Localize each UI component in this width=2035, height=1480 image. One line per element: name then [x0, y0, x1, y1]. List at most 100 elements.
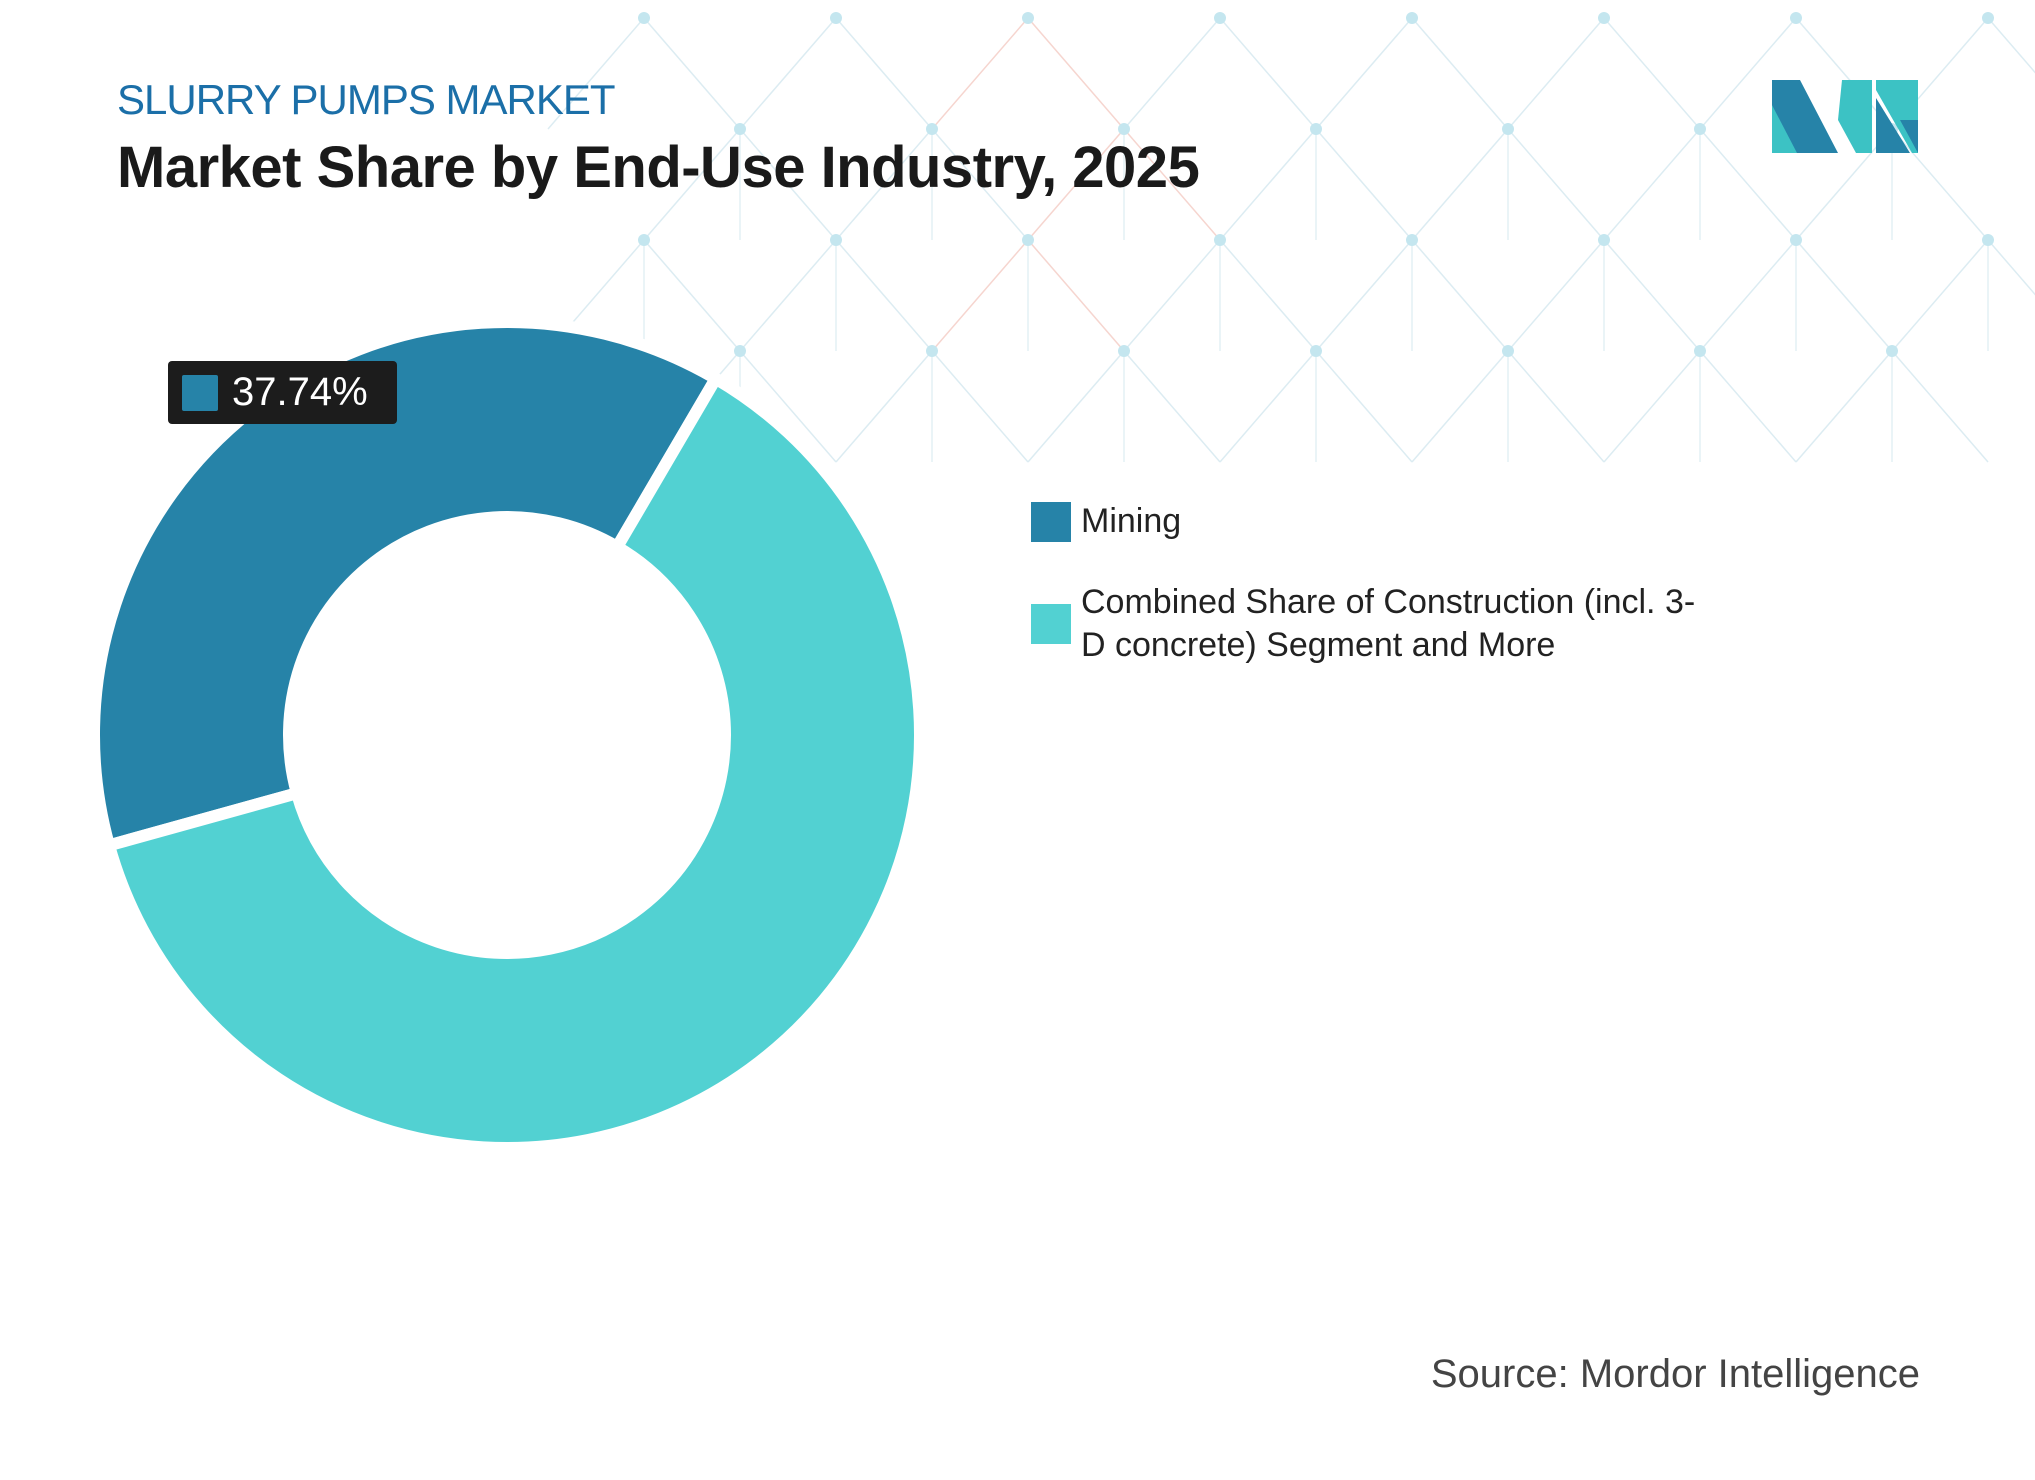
pattern-dot [734, 123, 746, 135]
legend-swatch [1031, 501, 1071, 542]
pattern-line [1219, 128, 1317, 241]
pattern-line [835, 350, 933, 463]
pattern-dot [1982, 234, 1994, 246]
data-label-text: 37.74% [232, 370, 368, 414]
mordor-logo [1772, 80, 1918, 153]
pattern-dot [1214, 12, 1226, 24]
pattern-dot [1598, 234, 1610, 246]
pattern-line [1315, 17, 1413, 130]
pattern-line [1507, 17, 1605, 130]
pattern-dot [1406, 12, 1418, 24]
pattern-line [1699, 128, 1797, 241]
pattern-line [1219, 350, 1317, 463]
chart-kicker: SLURRY PUMPS MARKET [117, 76, 616, 123]
pattern-line [1699, 17, 1797, 130]
pattern-line [643, 239, 741, 352]
pattern-line [1699, 239, 1797, 352]
legend-swatch [1031, 604, 1071, 644]
pattern-dot [1310, 345, 1322, 357]
pattern-dot [734, 345, 746, 357]
pattern-dot [830, 12, 842, 24]
pattern-line [1603, 350, 1701, 463]
pattern-line [931, 239, 1029, 352]
pattern-line [1123, 239, 1221, 352]
pattern-dot [638, 12, 650, 24]
source-note: Source: Mordor Intelligence [1430, 1352, 1920, 1396]
pattern-line [1027, 239, 1125, 352]
pattern-dot [926, 345, 938, 357]
pattern-line [1603, 128, 1701, 241]
pattern-dot [830, 234, 842, 246]
pattern-dot [1790, 234, 1802, 246]
legend-label: Mining [1081, 502, 1182, 540]
pattern-line [1219, 239, 1317, 352]
donut-slice-mining [88, 316, 724, 853]
pattern-line [1891, 350, 1989, 463]
pattern-dot [1310, 123, 1322, 135]
pattern-dot [1022, 234, 1034, 246]
legend-item-mining: Mining [1031, 500, 1731, 543]
pattern-dot [1022, 12, 1034, 24]
pattern-line [1123, 17, 1221, 130]
pattern-line [547, 17, 645, 130]
pattern-line [1123, 128, 1221, 241]
pattern-dot [1214, 234, 1226, 246]
pattern-line [835, 128, 933, 241]
pattern-line [739, 350, 837, 463]
pattern-line [739, 128, 837, 241]
pattern-dot [1694, 345, 1706, 357]
pattern-line [1891, 128, 1989, 241]
pattern-line [1603, 239, 1701, 352]
data-label-mining: 37.74% [168, 361, 397, 424]
pattern-line [1603, 17, 1701, 130]
pattern-dot [1502, 345, 1514, 357]
pattern-line [739, 17, 837, 130]
legend-item-construction: Combined Share of Construction (incl. 3-… [1031, 581, 1731, 667]
pattern-line [1315, 239, 1413, 352]
pattern-line [1987, 17, 2035, 74]
pattern-line [1507, 128, 1605, 241]
pattern-line [1795, 239, 1893, 352]
pattern-dot [1790, 12, 1802, 24]
pattern-line [835, 239, 933, 352]
pattern-dot [1982, 12, 1994, 24]
pattern-dot [1502, 123, 1514, 135]
pattern-line [931, 128, 1029, 241]
pattern-line [1027, 350, 1125, 463]
pattern-dot [1118, 123, 1130, 135]
pattern-line [1795, 350, 1893, 463]
pattern-line [1411, 350, 1509, 463]
pattern-line [1219, 17, 1317, 130]
pattern-line [739, 239, 837, 352]
pattern-line [835, 17, 933, 130]
pattern-line [1411, 239, 1509, 352]
pattern-line [1315, 350, 1413, 463]
pattern-line [1027, 17, 1125, 130]
pattern-dot [1406, 234, 1418, 246]
pattern-line [1891, 239, 1989, 352]
pattern-line [1123, 350, 1221, 463]
pattern-dot [926, 123, 938, 135]
pattern-line [931, 350, 1029, 463]
pattern-line [1411, 128, 1509, 241]
pattern-line [643, 128, 741, 241]
pattern-line [1027, 128, 1125, 241]
pattern-line [1315, 128, 1413, 241]
pattern-dot [638, 234, 650, 246]
pattern-line [1699, 350, 1797, 463]
pattern-dot [1118, 345, 1130, 357]
chart-title: Market Share by End-Use Industry, 2025 [117, 135, 1200, 200]
donut-slice-construction [101, 370, 926, 1154]
pattern-line [1507, 239, 1605, 352]
legend: Mining Combined Share of Construction (i… [1031, 500, 1731, 705]
pattern-dot [1886, 345, 1898, 357]
donut-chart [88, 316, 926, 1154]
legend-label: Combined Share of Construction (incl. 3-… [1081, 583, 1696, 664]
pattern-line [931, 17, 1029, 130]
pattern-line [1987, 239, 2035, 296]
pattern-dot [1694, 123, 1706, 135]
data-label-swatch [182, 374, 218, 411]
pattern-line [1507, 350, 1605, 463]
pattern-line [1411, 17, 1509, 130]
pattern-dot [1598, 12, 1610, 24]
